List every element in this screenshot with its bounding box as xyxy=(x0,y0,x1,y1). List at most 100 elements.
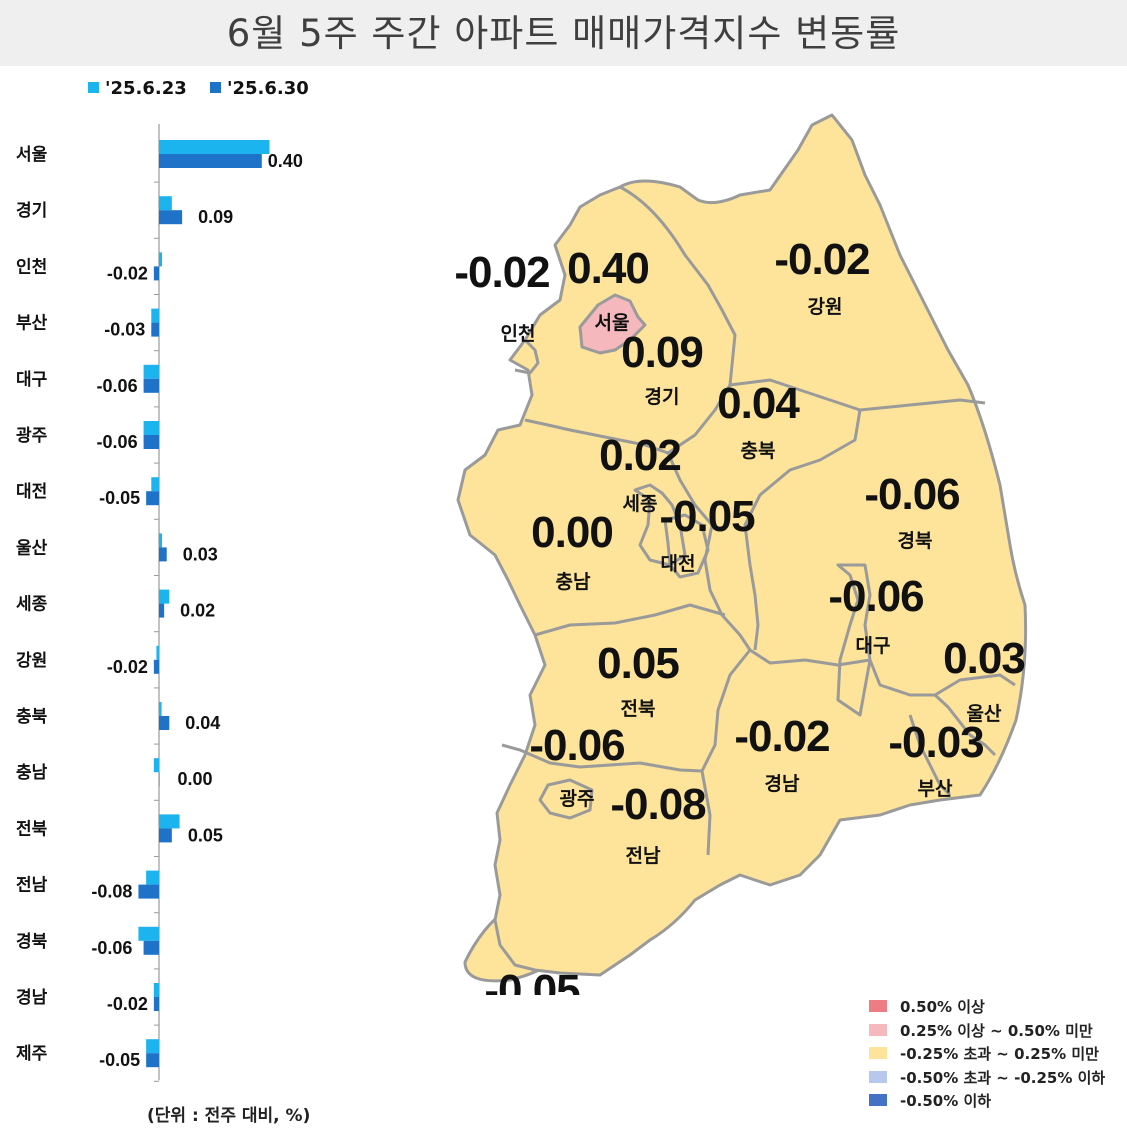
legend-swatch-prev xyxy=(88,82,99,93)
region-name: 전남 xyxy=(626,845,661,867)
category-label: 전남 xyxy=(16,876,48,896)
data-label: 0.04 xyxy=(185,713,220,733)
region-name: 충북 xyxy=(741,440,776,462)
region-value: -0.05 xyxy=(659,492,755,541)
data-label: 0.05 xyxy=(188,825,223,845)
border-gwangju xyxy=(538,778,594,820)
map-legend-row: -0.50% 초과 ~ -0.25% 이하 xyxy=(866,1067,1116,1091)
bar-curr-week xyxy=(153,997,159,1011)
data-label: -0.05 xyxy=(99,1050,140,1070)
category-label: 인천 xyxy=(16,257,47,277)
region-name: 경기 xyxy=(645,386,680,408)
bar-chart: 서울 0.40 경기 0.09 인천 -0.02 부산 -0.03 대구 -0.06 광주 -0.06… xyxy=(16,124,303,1082)
border-gyeongbuk-gyeongnam xyxy=(749,648,871,667)
bar-curr-week xyxy=(143,435,159,449)
region-name: 충남 xyxy=(556,571,591,593)
border-daegu xyxy=(836,563,872,717)
bar-curr-week xyxy=(151,322,159,337)
bar-curr-week xyxy=(146,491,159,506)
data-label: 0.00 xyxy=(178,769,213,789)
category-label: 울산 xyxy=(16,538,48,558)
category-label: 전북 xyxy=(16,819,48,839)
region-value: -0.06 xyxy=(529,721,624,770)
region-value: 0.00 xyxy=(531,508,613,557)
category-label: 강원 xyxy=(16,651,47,671)
map-legend-swatch xyxy=(869,1023,887,1036)
region-name: 세종 xyxy=(623,493,658,515)
map-legend-swatch xyxy=(869,1070,887,1083)
region-name: 인천 xyxy=(501,323,536,345)
category-label: 광주 xyxy=(16,426,48,446)
map-legend-label: -0.50% 이하 xyxy=(900,1092,992,1110)
region-value: -0.06 xyxy=(864,470,959,519)
bar-prev-week xyxy=(151,477,159,492)
border-chungnam-south xyxy=(534,603,726,637)
region-name: 경북 xyxy=(898,530,933,552)
legend-swatch-curr xyxy=(210,82,221,93)
bar-curr-week xyxy=(159,154,262,168)
border-busan xyxy=(908,714,952,797)
region-name: 광주 xyxy=(560,788,595,810)
border-ulsan xyxy=(934,673,1016,697)
data-label: -0.02 xyxy=(107,994,148,1014)
bar-prev-week xyxy=(159,702,162,716)
category-label: 경기 xyxy=(16,201,47,221)
data-label: -0.02 xyxy=(107,657,148,677)
region-name: 대구 xyxy=(856,635,891,657)
map-legend-swatch xyxy=(869,1000,887,1012)
bar-prev-week xyxy=(151,308,159,323)
border-chungbuk-east xyxy=(743,409,862,651)
border-jeonbuk-gyeongnam xyxy=(700,649,752,856)
category-label: 부산 xyxy=(16,314,48,334)
category-label: 서울 xyxy=(16,145,48,165)
map-legend-row: -0.25% 초과 ~ 0.25% 미만 xyxy=(866,1043,1116,1067)
region-value: -0.06 xyxy=(828,572,923,621)
region-name: 경남 xyxy=(765,773,800,795)
region-value: 0.40 xyxy=(567,244,649,293)
border-gyeongnam-east xyxy=(868,659,997,757)
bar-prev-week xyxy=(153,983,159,997)
bar-curr-week xyxy=(159,603,165,618)
category-label: 대구 xyxy=(16,370,48,390)
region-name: 울산 xyxy=(967,703,1002,725)
border-gyeonggi-south xyxy=(524,418,669,455)
category-label: 경남 xyxy=(16,988,48,1008)
region-name: 부산 xyxy=(918,778,953,800)
data-label: 0.09 xyxy=(198,207,233,227)
legend-label-curr: '25.6.30 xyxy=(227,78,309,99)
border-daejeon xyxy=(663,513,710,579)
bar-prev-week xyxy=(156,645,159,660)
legend-item-prev: '25.6.23 xyxy=(88,78,187,99)
border-sejong xyxy=(633,483,687,567)
data-label: 0.02 xyxy=(180,601,215,621)
bar-curr-week xyxy=(143,940,159,955)
region-value: -0.05 xyxy=(484,966,580,995)
bar-curr-week xyxy=(159,547,167,562)
region-name: 서울 xyxy=(595,312,630,334)
map-legend-label: 0.25% 이상 ~ 0.50% 미만 xyxy=(900,1021,1093,1040)
legend-item-curr: '25.6.30 xyxy=(210,78,309,99)
data-label: 0.40 xyxy=(268,151,303,171)
data-label: -0.08 xyxy=(91,882,132,902)
border-incheon xyxy=(514,338,540,375)
bar-curr-week xyxy=(159,210,183,225)
region-value: 0.05 xyxy=(597,639,679,688)
data-label: -0.06 xyxy=(97,432,138,452)
data-label: -0.03 xyxy=(104,320,145,340)
map-legend: 0.50% 이상 0.25% 이상 ~ 0.50% 미만 -0.25% 초과 ~… xyxy=(866,996,1116,1114)
bar-prev-week xyxy=(159,140,270,154)
data-label: -0.05 xyxy=(99,488,140,508)
page-title: 6월 5주 주간 아파트 매매가격지수 변동률 xyxy=(226,12,901,55)
bar-prev-week xyxy=(146,1039,159,1054)
bar-prev-week xyxy=(159,814,180,829)
map-legend-row: 0.25% 이상 ~ 0.50% 미만 xyxy=(866,1020,1116,1044)
category-label: 대전 xyxy=(16,482,47,502)
border-gyeonggi-gangwon xyxy=(619,185,737,455)
data-label: 0.03 xyxy=(183,544,218,564)
title-bar xyxy=(0,0,1127,66)
region-value: -0.03 xyxy=(888,718,983,767)
region-value: 0.02 xyxy=(599,431,681,480)
data-label: -0.06 xyxy=(91,938,132,958)
map-legend-label: -0.50% 초과 ~ -0.25% 이하 xyxy=(900,1068,1106,1087)
